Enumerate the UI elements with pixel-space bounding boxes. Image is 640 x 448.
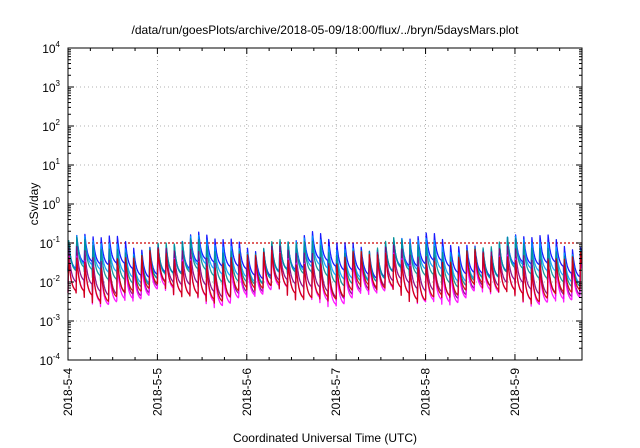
x-tick-label: 2018-5-8 bbox=[419, 368, 433, 416]
y-tick-label: 101 bbox=[42, 157, 60, 173]
series-line bbox=[67, 244, 583, 302]
y-tick-label: 102 bbox=[42, 118, 60, 134]
x-axis-label: Coordinated Universal Time (UTC) bbox=[233, 431, 417, 445]
y-tick-label: 10-2 bbox=[40, 274, 61, 290]
x-tick-label: 2018-5-9 bbox=[508, 368, 522, 416]
y-tick-label: 10-4 bbox=[40, 352, 61, 368]
y-axis: 10-4 10-3 10-2 10-1 100 101 102 103 104 bbox=[40, 40, 582, 368]
series-line bbox=[67, 236, 583, 290]
x-tick-label: 2018-5-6 bbox=[240, 368, 254, 416]
y-tick-label: 10-1 bbox=[40, 235, 61, 251]
series-line bbox=[67, 250, 583, 309]
series-group bbox=[67, 231, 583, 309]
chart-title: /data/run/goesPlots/archive/2018-05-09/1… bbox=[132, 23, 520, 37]
x-tick-label: 2018-5-5 bbox=[150, 368, 164, 416]
y-tick-label: 103 bbox=[42, 79, 60, 95]
y-tick-label: 104 bbox=[42, 40, 60, 56]
y-tick-label: 100 bbox=[42, 196, 60, 212]
series-line bbox=[67, 248, 583, 305]
grid bbox=[68, 48, 582, 360]
x-tick-label: 2018-5-7 bbox=[329, 368, 343, 416]
x-axis: 2018-5-4 2018-5-5 2018-5-6 2018-5-7 2018-5-8… bbox=[61, 48, 561, 416]
y-axis-label: cSv/day bbox=[27, 183, 41, 226]
y-tick-label: 10-3 bbox=[40, 313, 61, 329]
x-tick-label: 2018-5-4 bbox=[61, 368, 75, 416]
